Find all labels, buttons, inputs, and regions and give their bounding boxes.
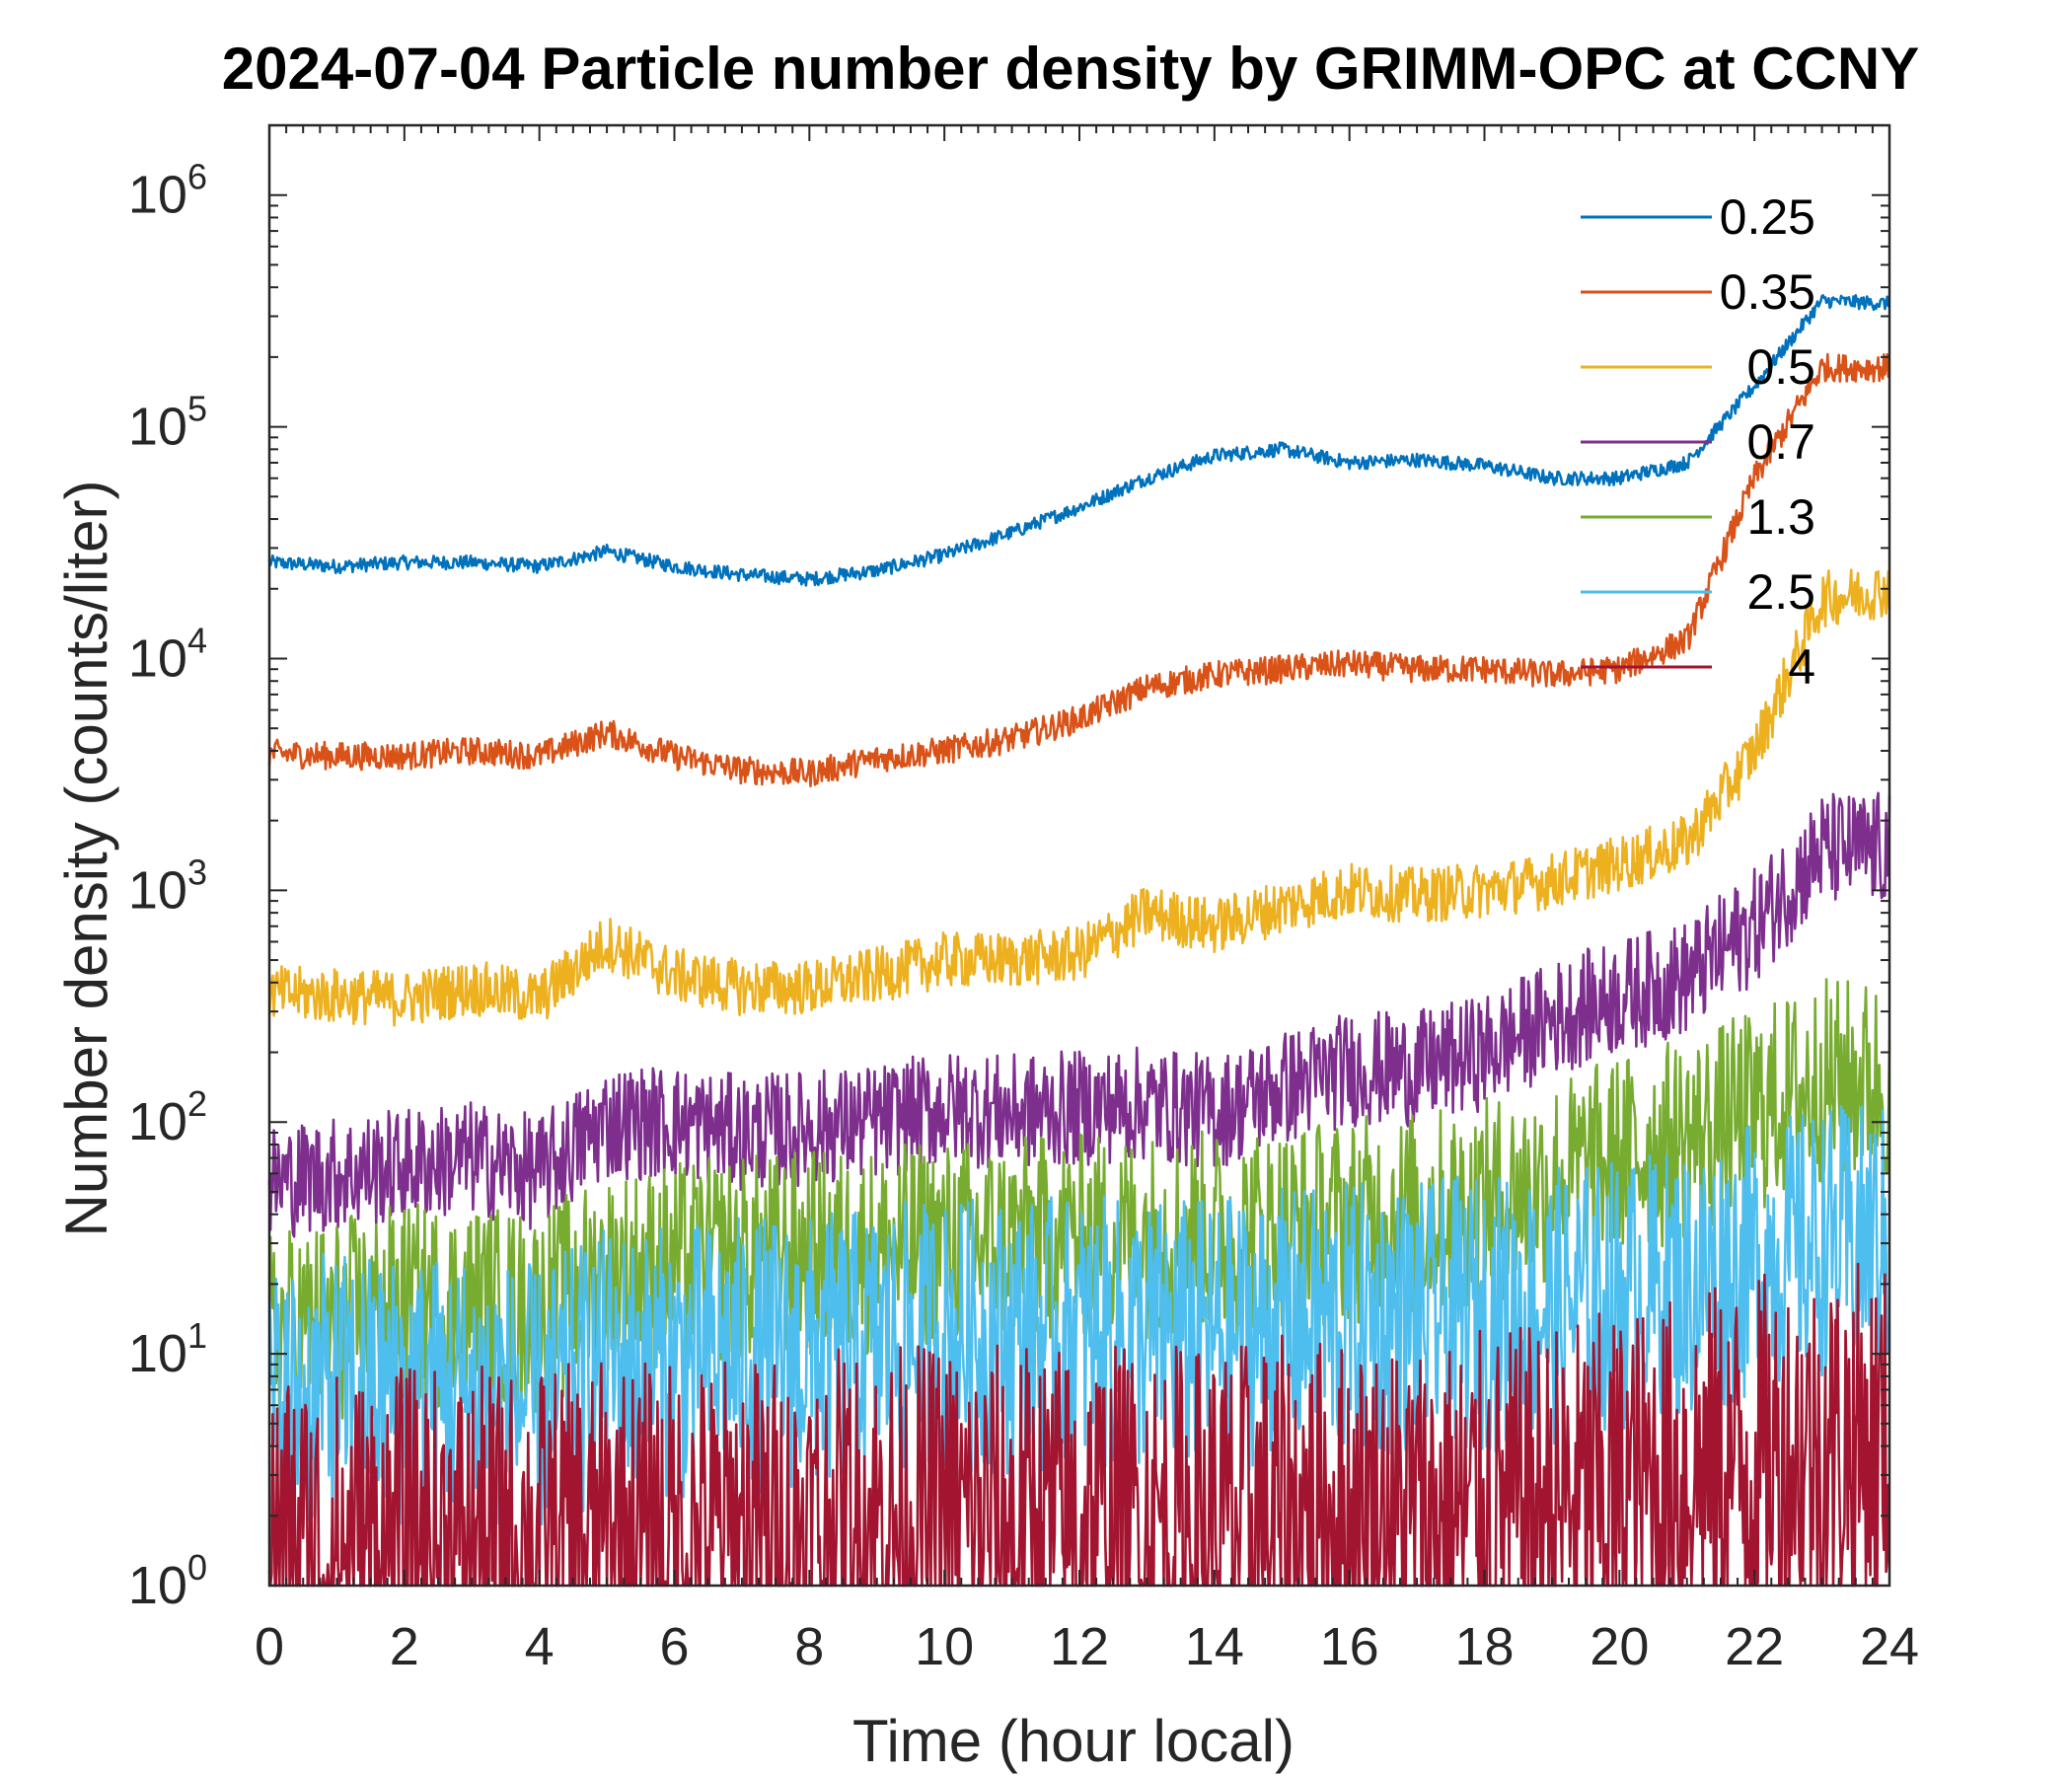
x-tick-label: 18	[1454, 1617, 1514, 1676]
x-tick-label: 14	[1185, 1617, 1244, 1676]
y-tick-label: 102	[128, 1083, 207, 1151]
x-tick-label: 20	[1590, 1617, 1649, 1676]
y-tick-label: 101	[128, 1315, 207, 1383]
x-tick-label: 8	[794, 1617, 824, 1676]
series-line-2_5	[267, 1105, 1891, 1542]
y-tick-label: 100	[128, 1547, 207, 1615]
x-tick-label: 22	[1725, 1617, 1784, 1676]
x-tick-label: 4	[525, 1617, 555, 1676]
x-tick-label: 12	[1050, 1617, 1109, 1676]
chart-title: 2024-07-04 Particle number density by GR…	[222, 36, 1920, 102]
legend: 0.25 0.35 0.5 0.7 1.3 2.5 4	[1581, 189, 1815, 695]
x-axis-label: Time (hour local)	[852, 1708, 1295, 1774]
legend-label-0_7: 0.7	[1746, 414, 1815, 470]
x-tick-label: 24	[1860, 1617, 1919, 1676]
y-tick-label: 105	[128, 389, 207, 457]
series-line-0_25	[267, 294, 1891, 587]
series-layer	[267, 294, 1891, 1588]
axes-layer: 0 2 4 6 8 10 12 14 16 18 20 22 241001011021031041051…	[128, 123, 1919, 1676]
y-tick-label: 106	[128, 157, 207, 225]
legend-label-1_3: 1.3	[1746, 489, 1815, 545]
y-axis-label: Number density (counts/liter)	[53, 481, 119, 1237]
series-line-0_35	[267, 352, 1891, 788]
x-tick-label: 10	[915, 1617, 974, 1676]
x-tick-label: 6	[659, 1617, 689, 1676]
legend-label-2_5: 2.5	[1746, 564, 1815, 620]
legend-label-0_25: 0.25	[1720, 189, 1815, 245]
legend-label-0_35: 0.35	[1720, 264, 1815, 320]
x-tick-label: 2	[390, 1617, 419, 1676]
y-tick-label: 103	[128, 851, 207, 920]
series-line-0_5	[267, 568, 1891, 1027]
legend-label-4: 4	[1788, 639, 1815, 695]
y-tick-label: 104	[128, 620, 207, 688]
x-tick-label: 16	[1320, 1617, 1379, 1676]
x-tick-label: 0	[255, 1617, 284, 1676]
legend-label-0_5: 0.5	[1746, 339, 1815, 395]
series-line-0_7	[267, 791, 1891, 1238]
